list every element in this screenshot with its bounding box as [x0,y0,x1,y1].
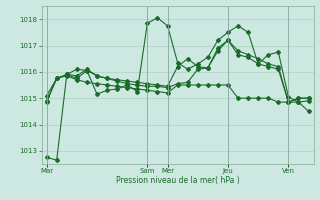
X-axis label: Pression niveau de la mer( hPa ): Pression niveau de la mer( hPa ) [116,176,239,185]
